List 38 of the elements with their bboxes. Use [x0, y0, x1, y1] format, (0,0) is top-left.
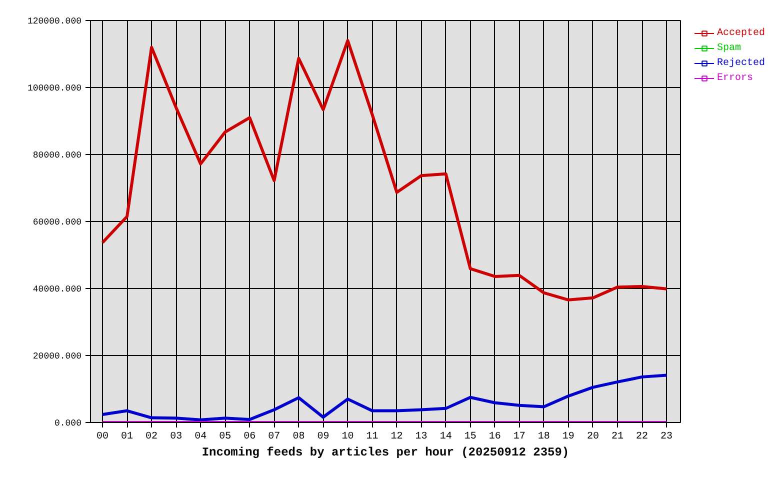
x-tick-label: 22: [636, 432, 648, 442]
x-tick-label: 06: [244, 432, 256, 442]
x-tick-label: 08: [292, 432, 305, 442]
x-tick-label: 03: [170, 432, 182, 442]
legend-label: Rejected: [717, 57, 766, 69]
y-tick-label: 40000.000: [32, 284, 82, 294]
x-tick-label: 18: [538, 432, 550, 442]
x-tick-label: 02: [146, 432, 158, 442]
legend-label: Accepted: [717, 27, 766, 39]
x-tick-label: 04: [194, 432, 207, 442]
x-tick-label: 12: [390, 432, 403, 442]
x-tick-label: 07: [268, 432, 280, 442]
y-tick-label: 100000.000: [27, 84, 82, 94]
x-tick-label: 11: [366, 432, 378, 442]
x-tick-label: 14: [440, 432, 452, 442]
y-tick-label: 0.000: [54, 418, 82, 428]
y-tick-label: 80000.000: [32, 150, 82, 160]
legend-label: Errors: [717, 72, 754, 84]
legend-label: Spam: [717, 42, 742, 54]
x-tick-label: 19: [562, 432, 574, 442]
x-axis-title: Incoming feeds by articles per hour (20250912 2359): [202, 446, 570, 460]
x-tick-label: 16: [488, 432, 501, 442]
x-tick-label: 20: [586, 432, 599, 442]
y-tick-label: 120000.000: [27, 16, 82, 26]
x-tick-label: 01: [121, 432, 134, 442]
x-tick-label: 10: [342, 432, 354, 442]
y-tick-label: 60000.000: [32, 218, 82, 228]
y-tick-label: 20000.000: [32, 352, 82, 362]
line-series: [101, 39, 668, 302]
x-tick-label: 23: [660, 432, 673, 442]
x-tick-label: 09: [317, 432, 330, 442]
x-tick-label: 13: [415, 432, 428, 442]
x-tick-label: 00: [96, 432, 109, 442]
x-tick-label: 15: [464, 432, 476, 442]
x-tick-label: 05: [219, 432, 232, 442]
x-tick-label: 21: [611, 432, 624, 442]
x-tick-label: 17: [513, 432, 526, 442]
line-series: [101, 374, 668, 422]
